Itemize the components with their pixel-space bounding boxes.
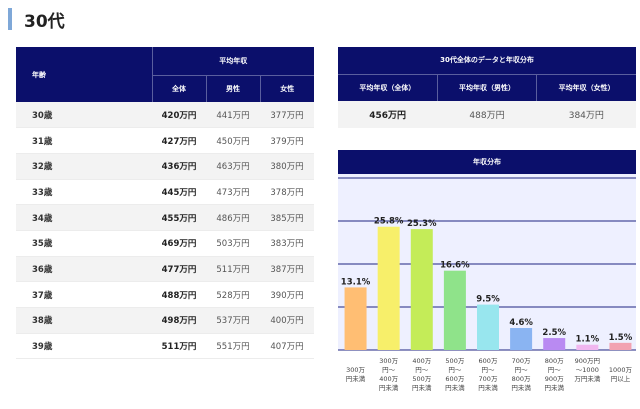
value-label: 9.5% — [476, 295, 500, 305]
cell-total: 498万円 — [152, 307, 206, 334]
bar — [443, 270, 466, 350]
cell-age: 34歳 — [16, 204, 152, 231]
cell-total: 436万円 — [152, 153, 206, 180]
bar — [477, 304, 499, 350]
cell-female: 380万円 — [260, 153, 314, 180]
heading-accent-bar — [8, 8, 12, 30]
cell-age: 38歳 — [16, 307, 152, 334]
cell-age: 36歳 — [16, 256, 152, 283]
value-label: 25.8% — [374, 217, 404, 227]
header-female: 女性 — [260, 75, 314, 102]
cell-age: 31歳 — [16, 127, 152, 154]
cell-female: 385万円 — [260, 204, 314, 231]
bar — [377, 226, 400, 350]
summary-value-male: 488万円 — [437, 101, 537, 128]
chart-canvas: 13.1% 300万円未満 25.8% 300万円～ 400万円未満 25.3% 400万円… — [338, 174, 636, 392]
cell-age: 30歳 — [16, 102, 152, 129]
cell-female: 383万円 — [260, 230, 314, 257]
cell-male: 450万円 — [206, 127, 260, 154]
cell-age: 39歳 — [16, 333, 152, 360]
category-label: 700万円～ 800万円未満 — [511, 357, 531, 392]
category-label: 300万円～ 400万円未満 — [379, 357, 399, 392]
category-label: 600万円～ 700万円未満 — [478, 357, 498, 392]
category-label: 400万円～ 500万円未満 — [412, 357, 432, 392]
cell-female: 377万円 — [260, 102, 314, 129]
cell-female: 390万円 — [260, 281, 314, 308]
cell-male: 473万円 — [206, 179, 260, 206]
summary-title: 30代全体のデータと年収分布 — [338, 47, 636, 75]
age-income-table: 年齢 平均年収 全体 男性 女性 30歳 420万円 441万円 377万円 3… — [16, 47, 314, 360]
summary-label-female: 平均年収（女性） — [536, 74, 636, 101]
summary-label-male: 平均年収（男性） — [437, 74, 538, 101]
table-row: 37歳 488万円 528万円 390万円 — [16, 281, 314, 308]
bar — [410, 229, 433, 350]
table-row: 36歳 477万円 511万円 387万円 — [16, 256, 314, 283]
summary-values-row: 456万円 488万円 384万円 — [338, 101, 636, 128]
income-distribution-chart: 年収分布 13.1% 300万円未満 25.8% 300万円～ 400万円未満 25.3%… — [338, 150, 636, 408]
table-row: 35歳 469万円 503万円 383万円 — [16, 230, 314, 257]
header-average-income: 平均年収 — [152, 47, 314, 76]
cell-age: 33歳 — [16, 179, 152, 206]
cell-male: 528万円 — [206, 281, 260, 308]
value-label: 2.5% — [542, 328, 566, 338]
bar — [510, 328, 533, 350]
summary-value-female: 384万円 — [536, 101, 636, 128]
header-age: 年齢 — [16, 47, 153, 102]
cell-total: 427万円 — [152, 127, 206, 154]
cell-age: 35歳 — [16, 230, 152, 257]
cell-male: 537万円 — [206, 307, 260, 334]
value-label: 16.6% — [440, 261, 470, 271]
cell-total: 455万円 — [152, 204, 206, 231]
category-label: 500万円～ 600万円未満 — [445, 357, 465, 392]
cell-male: 463万円 — [206, 153, 260, 180]
cell-total: 511万円 — [152, 333, 206, 360]
bar — [576, 344, 599, 350]
cell-total: 420万円 — [152, 102, 206, 129]
bar — [609, 342, 632, 350]
page-heading: 30代 — [8, 6, 65, 32]
summary-label-total: 平均年収（全体） — [338, 74, 438, 101]
table-row: 38歳 498万円 537万円 400万円 — [16, 307, 314, 334]
cell-total: 445万円 — [152, 179, 206, 206]
value-label: 1.1% — [576, 335, 600, 345]
cell-male: 486万円 — [206, 204, 260, 231]
chart-title: 年収分布 — [338, 150, 636, 174]
cell-male: 551万円 — [206, 333, 260, 360]
cell-age: 37歳 — [16, 281, 152, 308]
cell-age: 32歳 — [16, 153, 152, 180]
summary-value-total: 456万円 — [338, 101, 438, 128]
table-row: 34歳 455万円 486万円 385万円 — [16, 204, 314, 231]
cell-total: 488万円 — [152, 281, 206, 308]
header-total: 全体 — [152, 75, 207, 102]
cell-female: 407万円 — [260, 333, 314, 360]
category-label: 900万円～1000 万円未満 — [574, 357, 601, 383]
value-label: 1.5% — [609, 333, 633, 343]
table-row: 30歳 420万円 441万円 377万円 — [16, 102, 314, 129]
value-label: 4.6% — [509, 318, 533, 328]
cell-male: 511万円 — [206, 256, 260, 283]
table-row: 31歳 427万円 450万円 379万円 — [16, 127, 314, 154]
cell-total: 469万円 — [152, 230, 206, 257]
bar — [344, 287, 367, 350]
header-male: 男性 — [206, 75, 261, 102]
cell-male: 503万円 — [206, 230, 260, 257]
summary-table: 30代全体のデータと年収分布 平均年収（全体） 平均年収（男性） 平均年収（女性… — [338, 47, 636, 128]
cell-male: 441万円 — [206, 102, 260, 129]
category-label: 300万円未満 — [346, 366, 366, 383]
cell-female: 379万円 — [260, 127, 314, 154]
cell-female: 400万円 — [260, 307, 314, 334]
page-title: 30代 — [24, 11, 65, 32]
bar — [543, 338, 566, 350]
category-label: 1000万円以上 — [609, 366, 633, 383]
cell-total: 477万円 — [152, 256, 206, 283]
value-label: 25.3% — [407, 219, 437, 229]
table-row: 39歳 511万円 551万円 407万円 — [16, 333, 314, 360]
table-row: 33歳 445万円 473万円 378万円 — [16, 179, 314, 206]
cell-female: 378万円 — [260, 179, 314, 206]
category-label: 800万円～ 900万円未満 — [544, 357, 564, 392]
value-label: 13.1% — [341, 277, 371, 287]
table-row: 32歳 436万円 463万円 380万円 — [16, 153, 314, 180]
cell-female: 387万円 — [260, 256, 314, 283]
